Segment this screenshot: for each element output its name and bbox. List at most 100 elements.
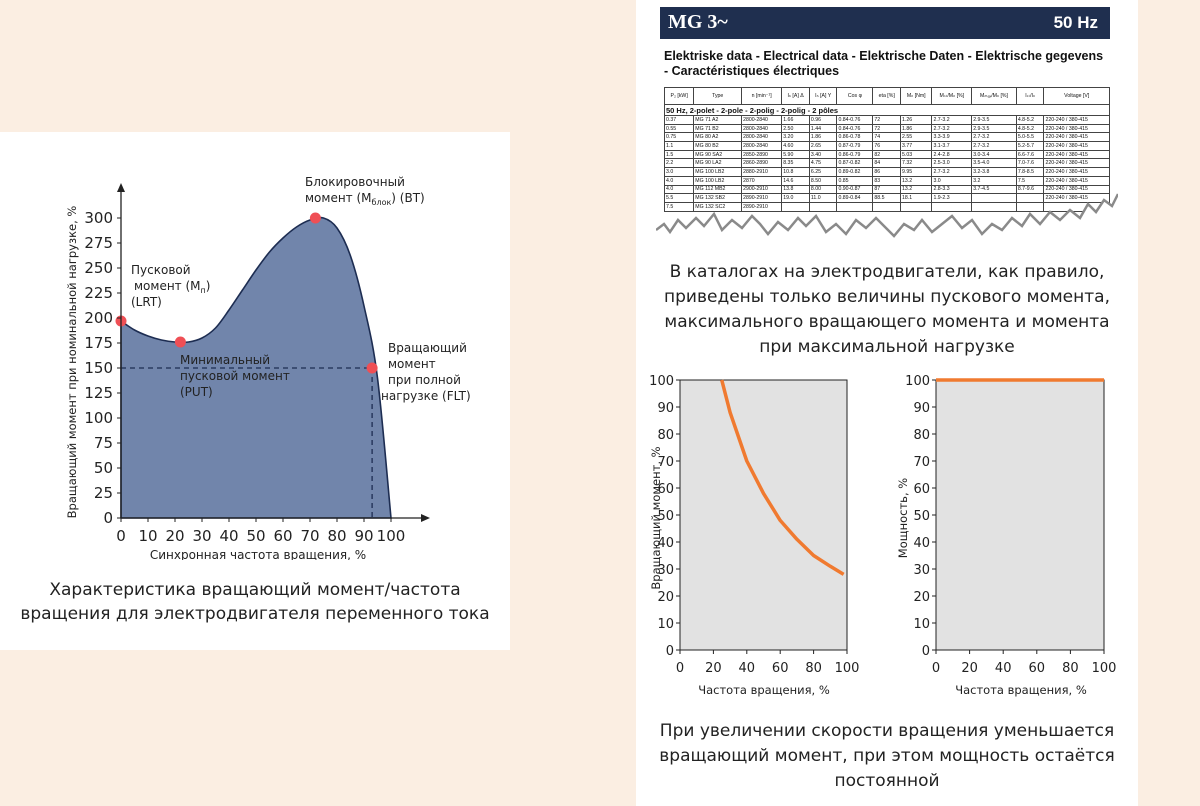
table-cell: MG 71 B2 bbox=[693, 123, 743, 134]
table-cell: 3.5-4.0 bbox=[971, 158, 1017, 169]
table-cell: 14.6 bbox=[781, 175, 810, 186]
table-cell: 1.86 bbox=[808, 132, 838, 143]
table-cell: 2800-2840 bbox=[741, 115, 783, 125]
power-x-tick-label: 60 bbox=[1029, 661, 1046, 676]
table-cell: 220-240 / 380-415 bbox=[1043, 167, 1110, 177]
main-x-axis-arrow bbox=[421, 514, 430, 522]
catalog-header-cell: Iₛₜ/Iₙ bbox=[1015, 87, 1045, 105]
catalog-header-cell: eta [%] bbox=[872, 87, 902, 105]
catalog-header-cell: Iₙ [A] Y bbox=[808, 87, 838, 105]
catalog-header-cell: Type bbox=[693, 87, 743, 105]
table-cell: 2890-2910 bbox=[741, 201, 783, 212]
table-cell: 8.35 bbox=[781, 158, 810, 169]
catalog-pole-cell: 50 Hz, 2-polet - 2-pole - 2-polig - 2-po… bbox=[664, 104, 1110, 116]
torque-x-axis-label: Частота вращения, % bbox=[698, 683, 830, 697]
catalog-subtitle-line1: Elektriske data - Electrical data - Elek… bbox=[664, 49, 1104, 63]
torque-series-line bbox=[720, 379, 845, 576]
power-x-axis-label: Частота вращения, % bbox=[955, 683, 1087, 697]
power-y-tick-label: 100 bbox=[905, 374, 930, 389]
power-y-tick-label: 60 bbox=[913, 482, 930, 497]
catalog-header-cell: Mₘₐₓ/Mₙ [%] bbox=[971, 87, 1017, 105]
main-y-tick-label: 200 bbox=[84, 309, 113, 327]
main-y-tick-label: 125 bbox=[84, 384, 113, 402]
table-cell: 3.0 bbox=[931, 175, 973, 186]
table-cell bbox=[781, 201, 810, 212]
table-cell: 84 bbox=[872, 158, 902, 169]
power-plot-area bbox=[935, 379, 1105, 651]
table-cell: 5.03 bbox=[900, 149, 933, 160]
table-cell: 7.8-8.5 bbox=[1015, 167, 1045, 177]
torque-y-tick-label: 50 bbox=[657, 509, 674, 524]
flt-line2: момент bbox=[388, 357, 436, 371]
table-row: 4.0 MG 112 MB2 2900-2910 13.8 8.00 0.90-0.87 8… bbox=[663, 184, 1110, 195]
main-y-tick-label: 175 bbox=[84, 334, 113, 352]
main-caption-line1: Характеристика вращающий момент/частота bbox=[49, 580, 461, 600]
table-cell: 0.87-0.79 bbox=[836, 141, 874, 151]
main-y-tick-label: 100 bbox=[84, 409, 113, 427]
table-cell: 1.26 bbox=[900, 115, 933, 125]
power-x-tick-label: 80 bbox=[1062, 661, 1079, 676]
table-cell: 0.75 bbox=[663, 132, 695, 143]
table-cell: 7.0-7.6 bbox=[1015, 158, 1045, 169]
torque-x-tick-label: 80 bbox=[805, 661, 822, 676]
lrt-subscript: п bbox=[201, 286, 206, 295]
table-cell: 0.86-0.79 bbox=[836, 149, 874, 160]
power-y-tick-label: 20 bbox=[913, 590, 930, 605]
table-cell: 2.55 bbox=[900, 132, 933, 143]
table-cell: 4.8-5.2 bbox=[1015, 115, 1045, 125]
table-cell bbox=[931, 201, 973, 212]
table-cell: 3.77 bbox=[900, 141, 933, 151]
main-y-tick-label: 75 bbox=[94, 434, 113, 452]
catalog-caption-line2: приведены только величины пускового моме… bbox=[664, 287, 1110, 307]
table-cell: 1.44 bbox=[808, 123, 838, 134]
table-cell: 1.1 bbox=[663, 141, 695, 151]
torque-x-tick-label: 20 bbox=[705, 661, 722, 676]
table-cell: 2870 bbox=[741, 175, 783, 186]
torque-y-tick-label: 20 bbox=[657, 590, 674, 605]
table-cell: 7.5 bbox=[663, 201, 695, 212]
power-x-tick-label: 20 bbox=[961, 661, 978, 676]
main-x-tick-label: 0 bbox=[116, 527, 126, 545]
table-row: 0.37 MG 71 A2 2800-2840 1.66 0.96 0.84-0.76 72… bbox=[663, 115, 1110, 125]
main-x-tick-label: 100 bbox=[377, 527, 406, 545]
table-cell: 1.66 bbox=[781, 115, 810, 125]
bt-line1: Блокировочный bbox=[305, 175, 405, 189]
catalog-header-cell: Cos φ bbox=[836, 87, 874, 105]
catalog-excerpt: MG 3~ 50 Hz Elektriske data - Electrical… bbox=[656, 4, 1118, 236]
table-row: 1.1 MG 80 B2 2800-2840 4.60 2.65 0.87-0.79 76 3… bbox=[663, 141, 1110, 151]
table-row: 0.75 MG 80 A2 2800-2840 3.20 1.86 0.86-0.78 74… bbox=[663, 132, 1110, 143]
table-cell: 2.7-3.2 bbox=[931, 167, 973, 177]
torque-y-tick-label: 80 bbox=[657, 428, 674, 443]
torn-edge bbox=[656, 193, 1118, 240]
torque-y-tick-label: 60 bbox=[657, 482, 674, 497]
table-cell: 5.0-5.5 bbox=[1015, 132, 1045, 143]
table-cell: 8.50 bbox=[808, 175, 838, 186]
table-row: 2.2 MG 90 LA2 2860-2890 8.35 4.75 0.87-0.82 84… bbox=[663, 158, 1110, 169]
table-cell: 4.60 bbox=[781, 141, 810, 151]
table-cell: 2800-2840 bbox=[741, 132, 783, 143]
table-cell: 3.2 bbox=[971, 175, 1017, 186]
table-cell: MG 100 LB2 bbox=[693, 175, 743, 186]
main-x-tick-label: 30 bbox=[192, 527, 211, 545]
lrt-line3: (LRT) bbox=[131, 295, 162, 309]
table-cell: 2.4-2.8 bbox=[931, 149, 973, 160]
table-cell: 2860-2890 bbox=[741, 158, 783, 169]
main-x-tick-label: 40 bbox=[219, 527, 238, 545]
put-line2: пусковой момент bbox=[180, 369, 290, 383]
table-row: 5.5 MG 132 SB2 2890-2910 19.0 11.0 0.89-0.84 8… bbox=[663, 193, 1110, 203]
power-y-tick-label: 90 bbox=[913, 401, 930, 416]
power-x-tick-label: 0 bbox=[932, 661, 940, 676]
table-cell: 72 bbox=[872, 123, 902, 134]
torque-x-tick-label: 40 bbox=[739, 661, 756, 676]
torque-vs-speed-chart: Вращающий момент, % Частота вращения, % … bbox=[649, 374, 859, 697]
main-y-tick-label: 25 bbox=[94, 484, 113, 502]
main-chart-caption: Характеристика вращающий момент/частота … bbox=[0, 578, 510, 626]
table-cell: 2.2 bbox=[663, 158, 695, 169]
catalog-header-cell: Iₙ [A] Δ bbox=[781, 87, 810, 105]
torque-y-axis-label: Вращающий момент, % bbox=[649, 446, 663, 589]
table-cell: 7.32 bbox=[900, 158, 933, 169]
lrt-line2: момент (M bbox=[134, 279, 201, 293]
main-y-tick-label: 150 bbox=[84, 359, 113, 377]
torque-y-tick-label: 100 bbox=[649, 374, 674, 389]
table-cell: 220-240 / 380-415 bbox=[1043, 132, 1110, 143]
